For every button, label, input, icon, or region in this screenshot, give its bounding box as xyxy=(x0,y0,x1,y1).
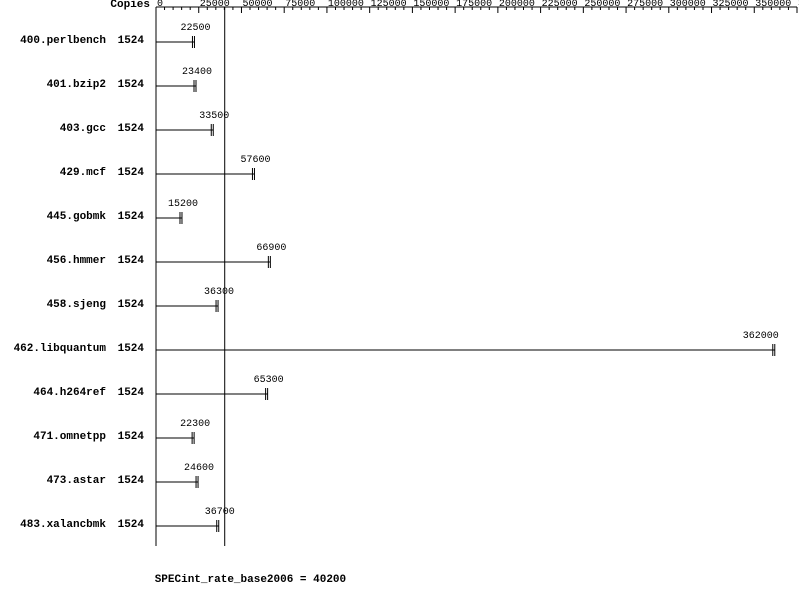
benchmark-name: 400.perlbench xyxy=(20,36,106,47)
axis-tick-label: 150000 xyxy=(413,0,449,10)
spec-chart: 0 25000 50000 75000 100000 125000 150000 175000… xyxy=(0,0,799,606)
axis-tick-label: 175000 xyxy=(456,0,492,10)
benchmark-value: 33500 xyxy=(199,112,229,122)
benchmark-value: 22500 xyxy=(180,24,210,34)
axis-tick-label: 75000 xyxy=(285,0,315,10)
axis-tick-label: 325000 xyxy=(713,0,749,10)
axis-tick-label: 300000 xyxy=(670,0,706,10)
axis-tick-label: 125000 xyxy=(371,0,407,10)
benchmark-copies: 1524 xyxy=(118,256,144,267)
axis-tick-label: 25000 xyxy=(200,0,230,10)
benchmark-copies: 1524 xyxy=(118,388,144,399)
axis-tick-label: 200000 xyxy=(499,0,535,10)
benchmark-value: 22300 xyxy=(180,420,210,430)
axis-tick-label: 225000 xyxy=(542,0,578,10)
benchmark-name: 456.hmmer xyxy=(47,256,106,267)
benchmark-value: 36700 xyxy=(205,508,235,518)
benchmark-name: 464.h264ref xyxy=(33,388,106,399)
benchmark-name: 445.gobmk xyxy=(47,212,106,223)
axis-tick-label: 0 xyxy=(157,0,163,10)
benchmark-copies: 1524 xyxy=(118,212,144,223)
benchmark-copies: 1524 xyxy=(118,520,144,531)
benchmark-name: 473.astar xyxy=(47,476,106,487)
benchmark-copies: 1524 xyxy=(118,124,144,135)
axis-tick-label: 350000 xyxy=(755,0,791,10)
benchmark-value: 65300 xyxy=(254,376,284,386)
benchmark-name: 471.omnetpp xyxy=(33,432,106,443)
benchmark-name: 403.gcc xyxy=(60,124,106,135)
benchmark-name: 429.mcf xyxy=(60,168,106,179)
benchmark-copies: 1524 xyxy=(118,300,144,311)
axis-tick-label: 250000 xyxy=(584,0,620,10)
benchmark-name: 401.bzip2 xyxy=(47,80,106,91)
benchmark-value: 36300 xyxy=(204,288,234,298)
benchmark-name: 483.xalancbmk xyxy=(20,520,106,531)
benchmark-copies: 1524 xyxy=(118,476,144,487)
benchmark-copies: 1524 xyxy=(118,344,144,355)
benchmark-value: 57600 xyxy=(240,156,270,166)
benchmark-name: 462.libquantum xyxy=(14,344,106,355)
axis-tick-label: 275000 xyxy=(627,0,663,10)
copies-header: Copies xyxy=(110,0,150,11)
benchmark-copies: 1524 xyxy=(118,432,144,443)
baseline-label: SPECint_rate_base2006 = 40200 xyxy=(155,575,346,586)
benchmark-value: 66900 xyxy=(256,244,286,254)
benchmark-copies: 1524 xyxy=(118,168,144,179)
benchmark-copies: 1524 xyxy=(118,36,144,47)
benchmark-value: 362000 xyxy=(743,332,779,342)
benchmark-value: 24600 xyxy=(184,464,214,474)
benchmark-name: 458.sjeng xyxy=(47,300,106,311)
axis-tick-label: 100000 xyxy=(328,0,364,10)
axis-tick-label: 50000 xyxy=(242,0,272,10)
benchmark-value: 23400 xyxy=(182,68,212,78)
benchmark-copies: 1524 xyxy=(118,80,144,91)
benchmark-value: 15200 xyxy=(168,200,198,210)
